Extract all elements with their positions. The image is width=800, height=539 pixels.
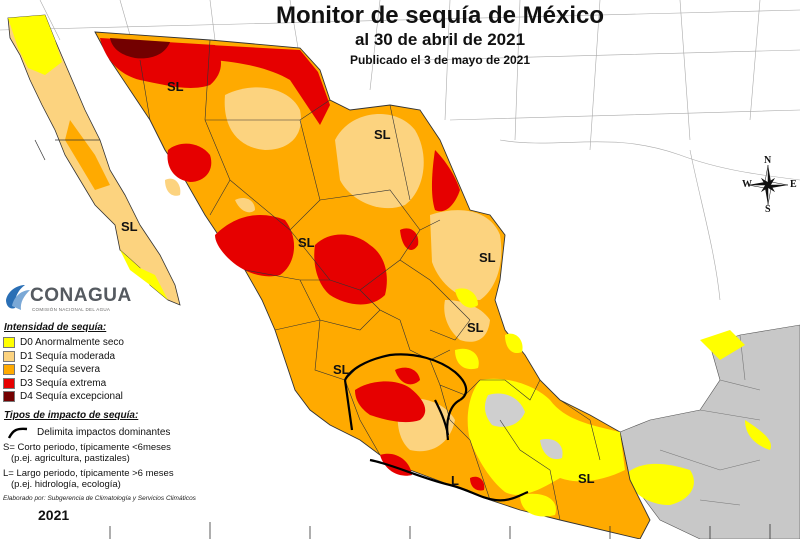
legend-label: D4 Sequía excepcional [20, 391, 123, 403]
d4-area [110, 38, 170, 59]
legend-swatch [3, 364, 15, 376]
label-sl: SL [121, 219, 138, 234]
central-america-region [619, 324, 800, 539]
legend-swatch [3, 337, 15, 349]
label-l: L [451, 473, 459, 488]
label-sl: SL [467, 320, 484, 335]
label-sl: SL [167, 79, 184, 94]
legend-item-d4: D4 Sequía excepcional [3, 390, 233, 404]
legend-long-term-example: (p.ej. hidrología, ecología) [11, 478, 121, 490]
conagua-logo-text: CONAGUA [30, 285, 132, 306]
legend: Intensidad de sequía: D0 Anormalmente se… [3, 320, 233, 490]
label-sl: SL [374, 127, 391, 142]
compass-west: W [742, 179, 752, 190]
legend-short-term-example: (p.ej. agricultura, pastizales) [11, 452, 130, 464]
legend-impact-heading: Tipos de impacto de sequía: [4, 409, 139, 421]
legend-item-d3: D3 Sequía extrema [3, 377, 233, 391]
legend-item-d2: D2 Sequía severa [3, 363, 233, 377]
legend-item-d1: D1 Sequía moderada [3, 350, 233, 364]
legend-long-term: L= Largo periodo, típicamente >6 meses [3, 467, 174, 479]
legend-label: D2 Sequía severa [20, 364, 101, 376]
label-sl: SL [298, 235, 315, 250]
conagua-logo-mark [6, 285, 30, 310]
usa-state-borders [0, 0, 800, 301]
compass-south: S [765, 204, 771, 215]
label-sl: SL [333, 362, 350, 377]
impact-boundaries [343, 353, 529, 502]
conagua-logo-subtitle: COMISIÓN NACIONAL DEL AGUA [32, 307, 111, 312]
scale-bar [109, 522, 771, 539]
compass-east: E [790, 179, 797, 190]
legend-intensity-heading: Intensidad de sequía: [4, 322, 107, 333]
map-title: Monitor de sequía de México [275, 2, 605, 29]
legend-impact-line-label: Delimita impactos dominantes [37, 427, 171, 438]
published-date: Publicado el 3 de mayo de 2021 [349, 53, 531, 67]
legend-item-d0: D0 Anormalmente seco [3, 336, 233, 350]
label-sl: SL [578, 471, 595, 486]
state-borders [139, 39, 601, 521]
year-label: 2021 [38, 507, 70, 523]
credit-line: Elaborado por: Subgerencia de Climatolog… [3, 495, 196, 502]
legend-swatch [3, 377, 15, 389]
legend-swatch [3, 350, 15, 362]
legend-label: D1 Sequía moderada [20, 350, 116, 362]
legend-label: D3 Sequía extrema [20, 377, 107, 389]
compass-north: N [764, 155, 772, 166]
map-subtitle: al 30 de abril de 2021 [354, 30, 526, 49]
legend-swatch [3, 391, 15, 403]
legend-impact-line-item: Delimita impactos dominantes [7, 424, 233, 442]
compass-rose [747, 164, 789, 206]
legend-label: D0 Anormalmente seco [20, 337, 124, 349]
label-sl: SL [479, 250, 496, 265]
legend-short-term: S= Corto periodo, típicamente <6meses [3, 441, 171, 453]
impact-line-icon [7, 427, 28, 439]
